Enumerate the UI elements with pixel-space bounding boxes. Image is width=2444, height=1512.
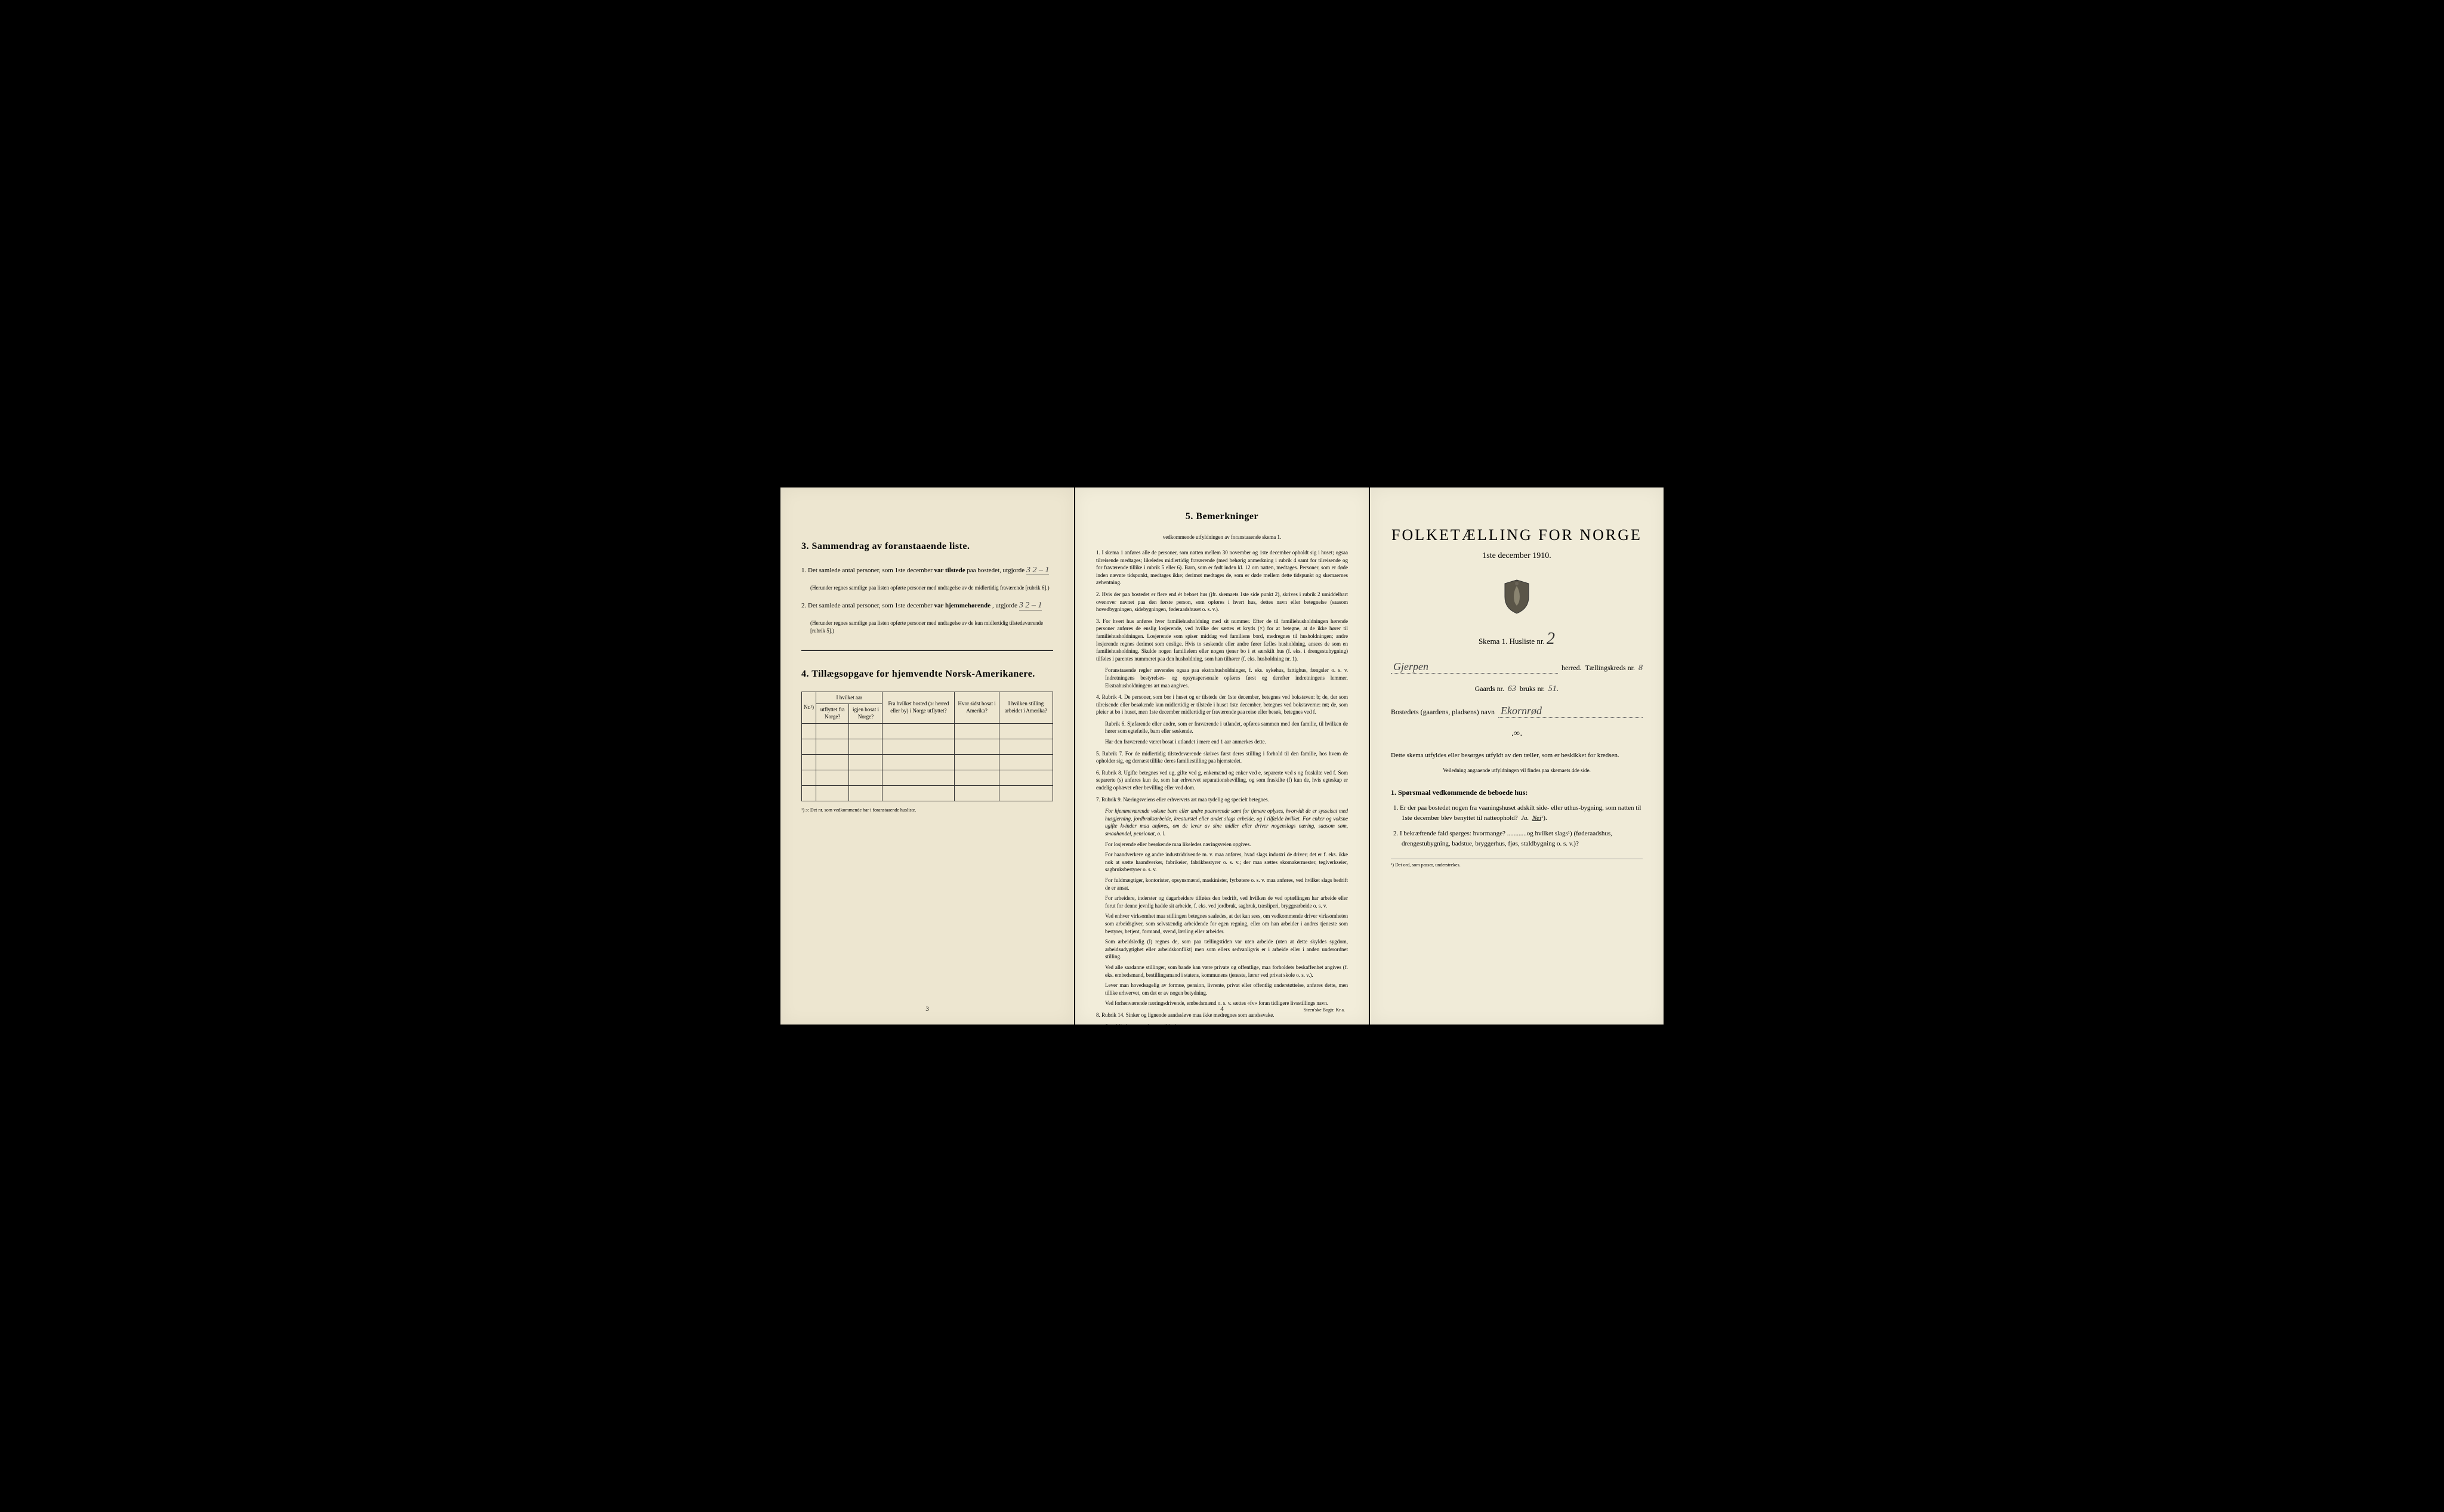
table-row [802,739,1053,754]
page-cover: FOLKETÆLLING FOR NORGE 1ste december 191… [1370,487,1664,1025]
remark-7-p2: For losjerende eller besøkende maa likel… [1105,841,1348,848]
table-row [802,785,1053,801]
item2-pre: 2. Det samlede antal personer, som 1ste … [801,602,934,609]
remark-4-extra1: Rubrik 6. Sjøfarende eller andre, som er… [1105,720,1348,735]
question-1: 1. Er der paa bostedet nogen fra vaaning… [1402,803,1643,824]
gaards-label: Gaards nr. [1475,684,1504,693]
col-returned: igjen bosat i Norge? [849,704,882,723]
q1-sup: ¹). [1541,814,1547,822]
remark-7-p10: Ved forhenværende næringsdrivende, embed… [1105,999,1348,1007]
bosted-line: Bostedets (gaardens, pladsens) navn Ekor… [1391,705,1643,718]
remark-7-p1: For hjemmeværende voksne barn eller andr… [1105,807,1348,837]
remark-5: 5. Rubrik 7. For de midlertidig tilstede… [1096,750,1348,765]
bosted-label: Bostedets (gaardens, pladsens) navn [1391,708,1495,717]
census-document: 3. Sammendrag av foranstaaende liste. 1.… [780,487,1664,1025]
table-header: Nr.¹) I hvilket aar Fra hvilket bosted (… [802,692,1053,723]
remark-7-p3: For haandverkere og andre industridriven… [1105,851,1348,874]
remark-3: 3. For hvert hus anføres hver familiehus… [1096,618,1348,663]
herred-label: herred. [1562,664,1582,672]
skema-label: Skema 1. Husliste nr. [1479,637,1545,646]
bruks-value: 51. [1548,684,1559,694]
remark-6: 6. Rubrik 8. Ugifte betegnes ved ug, gif… [1096,769,1348,792]
page-3: 3. Sammendrag av foranstaaende liste. 1.… [780,487,1074,1025]
skema-line: Skema 1. Husliste nr. 2 [1391,630,1643,649]
printer-mark: Steen'ske Bogtr. Kr.a. [1304,1007,1345,1013]
remark-3-extra: Foranstaaende regler anvendes ogsaa paa … [1105,666,1348,689]
section-5-subtitle: vedkommende utfyldningen av foranstaaend… [1096,534,1348,540]
col-emigrated: utflyttet fra Norge? [816,704,849,723]
remark-2: 2. Hvis der paa bostedet er flere end ét… [1096,591,1348,613]
item1-handwritten-value: 3 2 – 1 [1026,566,1050,575]
section-5-heading: 5. Bemerkninger [1096,511,1348,522]
item1-note: (Herunder regnes samtlige paa listen opf… [810,584,1053,592]
page-number-4: 4 [1220,1005,1224,1013]
remark-7-p6: Ved enhver virksomhet maa stillingen bet… [1105,912,1348,935]
remark-1: 1. I skema 1 anføres alle de personer, s… [1096,549,1348,587]
remark-7-p7: Som arbeidsledig (l) regnes de, som paa … [1105,938,1348,961]
q1-nei-selected: Nei [1532,814,1541,822]
item2-handwritten-value: 3 2 – 1 [1019,601,1042,610]
col-year-group: I hvilket aar [816,692,882,704]
instruction-text: Dette skema utfyldes eller besørges utfy… [1391,751,1643,761]
page-number-3: 3 [925,1005,929,1013]
herred-value: Gjerpen [1391,661,1558,674]
item2-note: (Herunder regnes samtlige paa listen opf… [810,619,1053,634]
question-2: 2. I bekræftende fald spørges: hvormange… [1402,829,1643,850]
remark-7-p9: Lever man hovedsagelig av formue, pensio… [1105,982,1348,996]
summary-item-1: 1. Det samlede antal personer, som 1ste … [801,564,1053,577]
table-body [802,723,1053,801]
kreds-value: 8 [1638,664,1643,673]
gaards-line: Gaards nr. 63 bruks nr. 51. [1391,684,1643,694]
gaards-value: 63 [1508,684,1516,694]
bruks-label: bruks nr. [1520,684,1545,693]
coat-of-arms-icon [1391,579,1643,618]
husliste-nr-value: 2 [1547,630,1555,648]
col-nr: Nr.¹) [802,692,816,723]
remark-8-extra: Som blinde regnes de, som ikke har gangs… [1105,1023,1348,1030]
col-from: Fra hvilket bosted (ɔ: herred eller by) … [882,692,955,723]
americans-table: Nr.¹) I hvilket aar Fra hvilket bosted (… [801,692,1053,801]
remark-7-p5: For arbeidere, inderster og dagarbeidere… [1105,894,1348,909]
cover-footnote: ¹) Det ord, som passer, understrekes. [1391,859,1643,868]
section-4-heading: 4. Tillægsopgave for hjemvendte Norsk-Am… [801,669,1053,680]
item2-post: , utgjorde [992,602,1019,609]
table-footnote: ¹) ɔ: Det nr. som vedkommende har i fora… [801,807,1053,813]
item1-bold: var tilstede [934,567,965,574]
horizontal-rule [801,650,1053,651]
table-row [802,770,1053,785]
bosted-value: Ekornrød [1498,705,1643,718]
table-row [802,754,1053,770]
question-heading: 1. Spørsmaal vedkommende de beboede hus: [1391,788,1643,797]
remark-4-extra2: Har den fraværende været bosat i utlande… [1105,738,1348,746]
census-date: 1ste december 1910. [1391,551,1643,561]
item1-post: paa bostedet, utgjorde [967,567,1026,574]
census-title: FOLKETÆLLING FOR NORGE [1391,526,1643,544]
summary-item-2: 2. Det samlede antal personer, som 1ste … [801,599,1053,612]
col-position: I hvilken stilling arbeidet i Amerika? [999,692,1053,723]
remark-7-p4: For fuldmægtiger, kontorister, opsynsmæn… [1105,877,1348,891]
sub-instruction: Veiledning angaaende utfyldningen vil fi… [1391,767,1643,773]
ornament-icon: ․∞․ [1391,729,1643,739]
remark-4: 4. Rubrik 4. De personer, som bor i huse… [1096,693,1348,716]
remark-7: 7. Rubrik 9. Næringsveiens eller erhverv… [1096,796,1348,804]
remark-7-p8: Ved alle saadanne stillinger, som baade … [1105,964,1348,979]
section-3-heading: 3. Sammendrag av foranstaaende liste. [801,541,1053,552]
q1-text: 1. Er der paa bostedet nogen fra vaaning… [1393,804,1641,822]
item2-bold: var hjemmehørende [934,602,991,609]
page-4: 5. Bemerkninger vedkommende utfyldningen… [1075,487,1369,1025]
herred-line: Gjerpen herred. Tællingskreds nr. 8 [1391,661,1643,674]
col-where: Hvor sidst bosat i Amerika? [955,692,999,723]
kreds-label: Tællingskreds nr. [1585,664,1635,672]
q1-ja: Ja. [1521,814,1529,822]
item1-pre: 1. Det samlede antal personer, som 1ste … [801,567,934,574]
table-row [802,723,1053,739]
